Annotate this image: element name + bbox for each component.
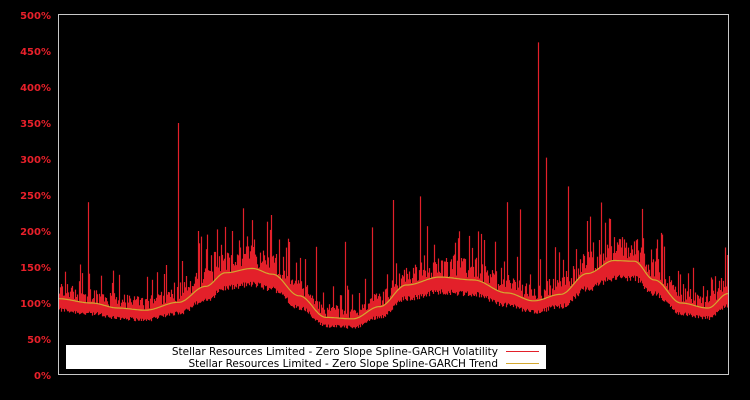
plot-area-border: [58, 14, 729, 375]
y-tick-label: 400%: [20, 83, 51, 94]
y-axis-ticks: 0% 50% 100% 150% 200% 250% 300% 350% 400% 450% 500…: [20, 11, 51, 382]
y-tick-label: 300%: [20, 155, 51, 166]
y-tick-label: 200%: [20, 227, 51, 238]
legend-label-volatility: Stellar Resources Limited - Zero Slope S…: [172, 346, 498, 358]
y-tick-label: 50%: [27, 335, 51, 346]
volatility-series: [58, 42, 729, 329]
legend-label-trend: Stellar Resources Limited - Zero Slope S…: [188, 358, 498, 370]
y-tick-label: 150%: [20, 263, 51, 274]
y-tick-label: 450%: [20, 47, 51, 58]
y-tick-label: 100%: [20, 299, 51, 310]
legend: Stellar Resources Limited - Zero Slope S…: [66, 345, 546, 370]
y-tick-label: 350%: [20, 119, 51, 130]
trend-series: [58, 259, 729, 320]
y-tick-label: 500%: [20, 11, 51, 22]
y-tick-label: 250%: [20, 191, 51, 202]
y-tick-label: 0%: [34, 371, 51, 382]
legend-box: [66, 345, 546, 369]
